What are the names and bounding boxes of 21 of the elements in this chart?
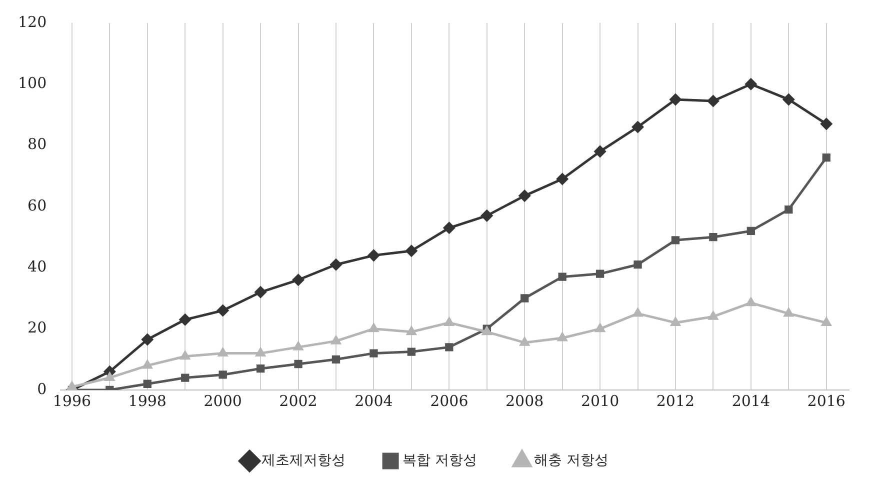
x-tick-label: 2010 <box>580 392 620 410</box>
x-tick-label: 2004 <box>354 392 393 410</box>
legend-label: 제초제저항성 <box>262 452 346 469</box>
y-tick-label: 60 <box>28 196 47 214</box>
x-tick-label: 1998 <box>128 392 166 410</box>
legend-label: 해충 저항성 <box>534 452 608 469</box>
y-tick-label: 100 <box>18 74 47 92</box>
y-tick-label: 120 <box>18 12 47 31</box>
legend-label: 복합 저항성 <box>402 452 478 469</box>
x-tick-label: 2016 <box>807 392 846 410</box>
x-tick-label: 1996 <box>52 392 92 410</box>
y-tick-label: 40 <box>28 258 47 276</box>
x-tick-label: 2008 <box>506 392 544 410</box>
y-tick-label: 80 <box>28 135 47 154</box>
x-tick-label: 2002 <box>279 392 318 410</box>
y-tick-label: 20 <box>28 318 47 337</box>
x-tick-label: 2006 <box>430 392 468 410</box>
x-tick-label: 2000 <box>204 392 242 410</box>
y-tick-label: 0 <box>37 380 47 398</box>
x-tick-label: 2014 <box>732 392 770 410</box>
x-tick-label: 2012 <box>656 392 695 410</box>
